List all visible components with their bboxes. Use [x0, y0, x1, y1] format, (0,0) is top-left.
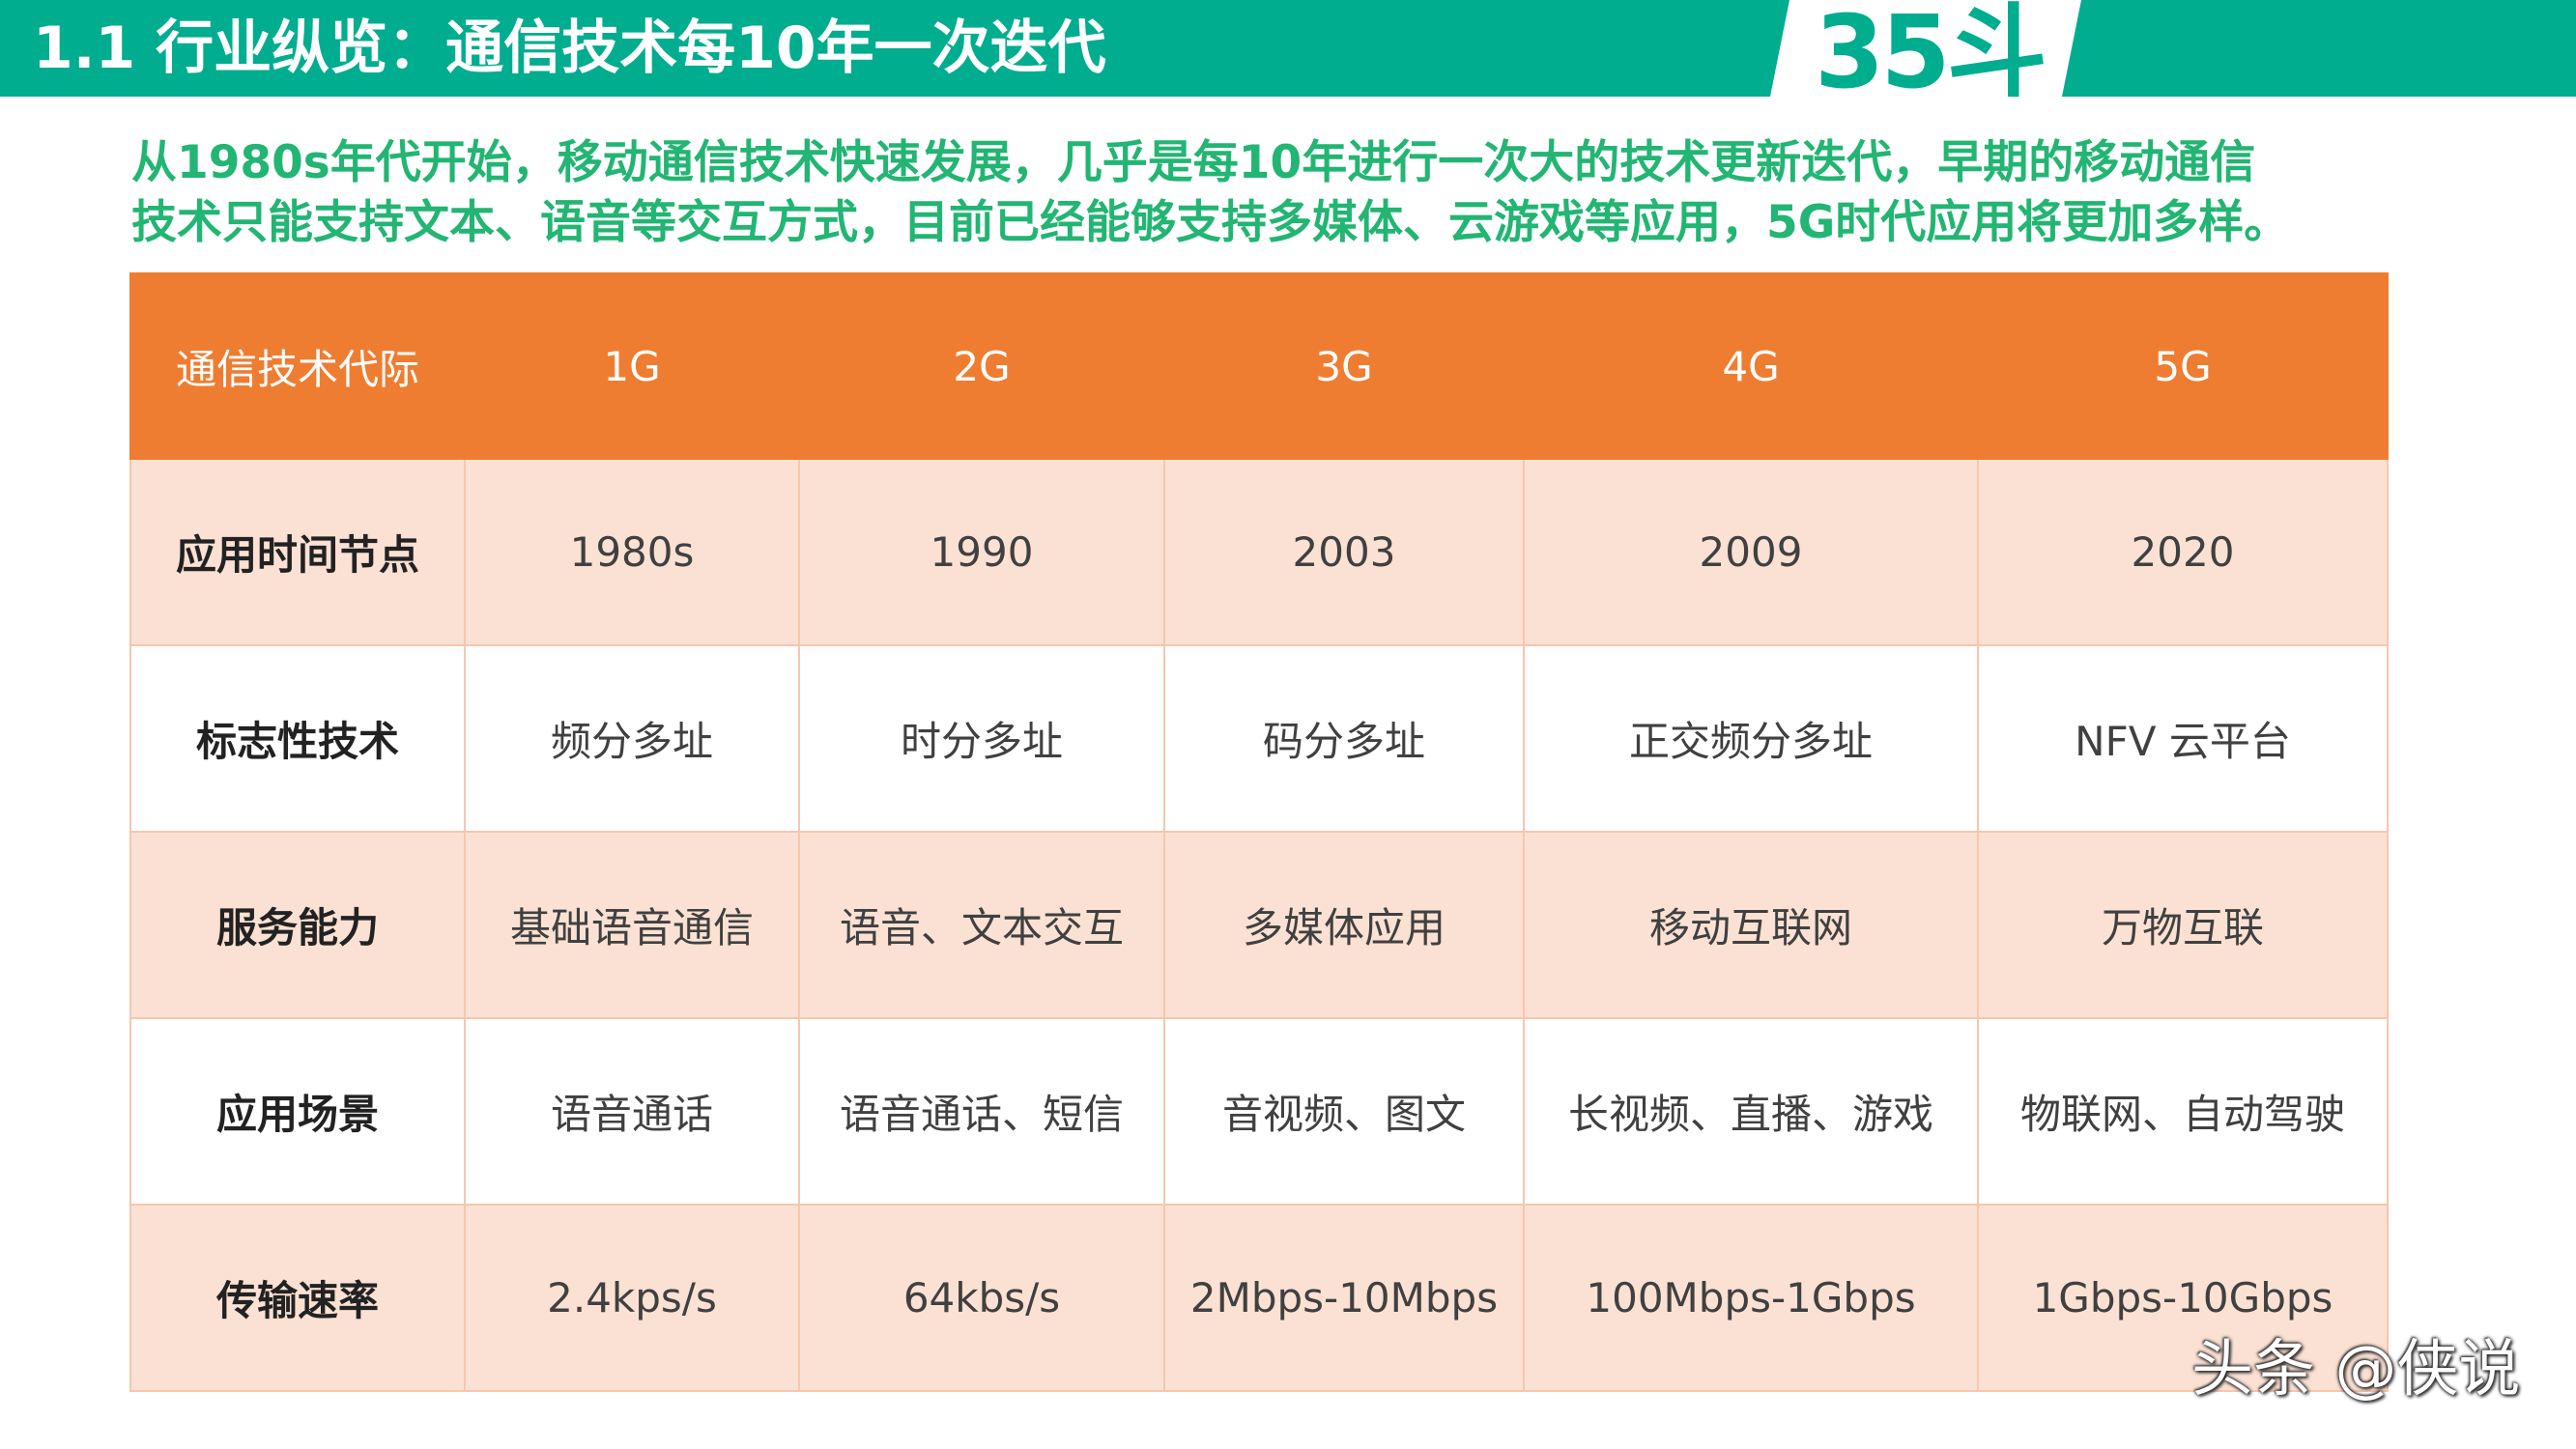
table-header-row: 通信技术代际 1G 2G 3G 4G 5G: [129, 272, 2389, 460]
table-row: 应用时间节点 1980s 1990 2003 2009 2020: [129, 458, 2389, 646]
table-cell: 音视频、图文: [1163, 1017, 1525, 1206]
table-cell: 2Mbps-10Mbps: [1163, 1204, 1525, 1392]
table-row: 传输速率 2.4kps/s 64kbs/s 2Mbps-10Mbps 100Mb…: [129, 1204, 2389, 1392]
table-cell: 语音、文本交互: [798, 831, 1165, 1019]
table-cell: 时分多址: [798, 644, 1165, 833]
page-title: 1.1 行业纵览：通信技术每10年一次迭代: [33, 14, 1106, 82]
row-header: 服务能力: [129, 831, 466, 1019]
row-header: 应用场景: [129, 1017, 466, 1206]
intro-text: 从1980s年代开始，移动通信技术快速发展，几乎是每10年进行一次大的技术更新迭…: [131, 133, 2547, 253]
column-header: 3G: [1163, 272, 1525, 460]
column-header: 2G: [798, 272, 1165, 460]
table-cell: 移动互联网: [1523, 831, 1979, 1019]
header-bar: [0, 0, 2576, 97]
row-header: 应用时间节点: [129, 458, 466, 646]
row-header: 标志性技术: [129, 644, 466, 833]
table-cell: 1990: [798, 458, 1165, 646]
table-cell: 2020: [1977, 458, 2389, 646]
table-cell: 2003: [1163, 458, 1525, 646]
brand-logo: 35斗: [1815, 0, 2047, 111]
intro-line-2: 技术只能支持文本、语音等交互方式，目前已经能够支持多媒体、云游戏等应用，5G时代…: [131, 196, 2290, 249]
column-header: 1G: [464, 272, 800, 460]
table-cell: 语音通话: [464, 1017, 800, 1206]
table-cell: NFV 云平台: [1977, 644, 2389, 833]
table-cell: 长视频、直播、游戏: [1523, 1017, 1979, 1206]
table-cell: 基础语音通信: [464, 831, 800, 1019]
row-header: 传输速率: [129, 1204, 466, 1392]
source-watermark: 头条 @侠说: [2191, 1334, 2521, 1406]
comparison-table-container: 通信技术代际 1G 2G 3G 4G 5G 应用时间节点 1980s 1990 …: [129, 272, 2389, 1392]
table-cell: 64kbs/s: [798, 1204, 1165, 1392]
table-cell: 2009: [1523, 458, 1979, 646]
table-cell: 100Mbps-1Gbps: [1523, 1204, 1979, 1392]
table-cell: 1980s: [464, 458, 800, 646]
table-cell: 频分多址: [464, 644, 800, 833]
column-header: 通信技术代际: [129, 272, 466, 460]
table-cell: 2.4kps/s: [464, 1204, 800, 1392]
generation-comparison-table: 通信技术代际 1G 2G 3G 4G 5G 应用时间节点 1980s 1990 …: [129, 272, 2389, 1392]
table-cell: 语音通话、短信: [798, 1017, 1165, 1206]
logo-background: [1770, 0, 2081, 97]
table-cell: 多媒体应用: [1163, 831, 1525, 1019]
intro-line-1: 从1980s年代开始，移动通信技术快速发展，几乎是每10年进行一次大的技术更新迭…: [131, 136, 2256, 189]
column-header: 5G: [1977, 272, 2389, 460]
table-row: 服务能力 基础语音通信 语音、文本交互 多媒体应用 移动互联网 万物互联: [129, 831, 2389, 1019]
column-header: 4G: [1523, 272, 1979, 460]
table-row: 标志性技术 频分多址 时分多址 码分多址 正交频分多址 NFV 云平台: [129, 644, 2389, 833]
table-row: 应用场景 语音通话 语音通话、短信 音视频、图文 长视频、直播、游戏 物联网、自…: [129, 1017, 2389, 1206]
table-cell: 码分多址: [1163, 644, 1525, 833]
table-cell: 1Gbps-10Gbps: [1977, 1204, 2389, 1392]
table-cell: 正交频分多址: [1523, 644, 1979, 833]
table-cell: 物联网、自动驾驶: [1977, 1017, 2389, 1206]
table-cell: 万物互联: [1977, 831, 2389, 1019]
